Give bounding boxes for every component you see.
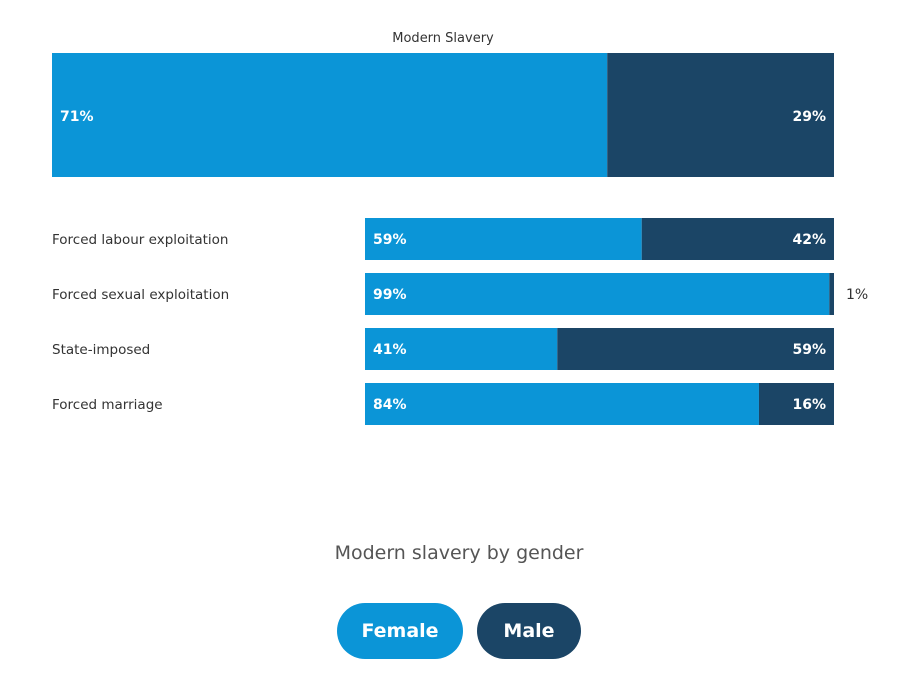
chart-subtitle: Modern slavery by gender: [334, 542, 584, 564]
category-label-state-imposed: State-imposed: [52, 342, 150, 358]
category-label-forced-labour-exploitation: Forced labour exploitation: [52, 232, 228, 248]
total-bar-female: [52, 53, 608, 177]
label-female-forced-sexual-exploitation: 99%: [373, 287, 407, 303]
label-male-forced-labour-exploitation: 42%: [792, 232, 826, 248]
bar-male-forced-labour-exploitation: [641, 218, 834, 260]
label-female-forced-marriage: 84%: [373, 397, 407, 413]
bar-male-forced-sexual-exploitation: [829, 273, 834, 315]
label-male-forced-marriage: 16%: [792, 397, 826, 413]
chart-title: Modern Slavery: [392, 31, 494, 46]
category-label-forced-sexual-exploitation: Forced sexual exploitation: [52, 287, 229, 303]
bar-male-state-imposed: [557, 328, 834, 370]
legend-male-button[interactable]: Male: [477, 603, 581, 659]
label-male-forced-sexual-exploitation: 1%: [846, 287, 868, 303]
bar-female-forced-sexual-exploitation: [365, 273, 830, 315]
total-bar-male: [607, 53, 834, 177]
total-label-male: 29%: [792, 109, 826, 125]
label-female-forced-labour-exploitation: 59%: [373, 232, 407, 248]
bar-female-forced-labour-exploitation: [365, 218, 642, 260]
bar-female-state-imposed: [365, 328, 558, 370]
category-label-forced-marriage: Forced marriage: [52, 397, 163, 413]
bar-male-forced-marriage: [758, 383, 834, 425]
bar-female-forced-marriage: [365, 383, 759, 425]
legend: Female Male: [0, 603, 918, 659]
total-label-female: 71%: [60, 109, 94, 125]
label-male-state-imposed: 59%: [792, 342, 826, 358]
legend-female-button[interactable]: Female: [337, 603, 463, 659]
label-female-state-imposed: 41%: [373, 342, 407, 358]
